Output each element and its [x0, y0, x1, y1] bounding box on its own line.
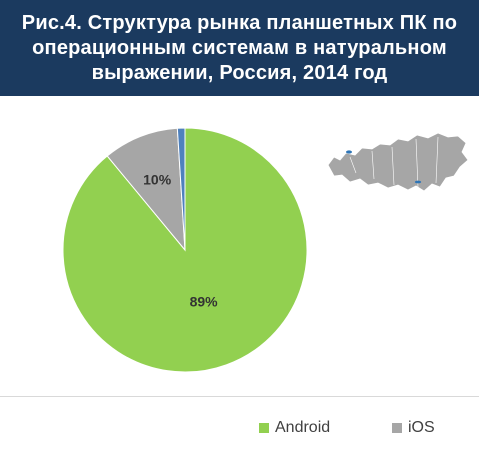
- pie-slice-other: [176, 127, 186, 251]
- legend-divider: [0, 396, 479, 397]
- legend-item-android: Android: [259, 419, 330, 437]
- legend-item-ios: iOS: [392, 419, 435, 437]
- data-label-ios: 10%: [143, 172, 172, 188]
- chart-title-banner: Рис.4. Структура рынка планшетных ПК по …: [0, 0, 479, 96]
- chart-title: Рис.4. Структура рынка планшетных ПК по …: [21, 11, 458, 84]
- legend-label-android: Android: [275, 419, 331, 436]
- legend-swatch-ios: [392, 423, 402, 433]
- pie-chart-svg: 89% 10%: [62, 127, 308, 373]
- russia-map-icon: [322, 127, 470, 203]
- legend-label-ios: iOS: [408, 419, 435, 436]
- pie-chart: 89% 10%: [62, 127, 308, 373]
- legend: Android iOS: [0, 419, 479, 441]
- legend-swatch-android: [259, 423, 269, 433]
- pie-slice-ios: [106, 127, 186, 252]
- data-label-android: 89%: [190, 294, 219, 310]
